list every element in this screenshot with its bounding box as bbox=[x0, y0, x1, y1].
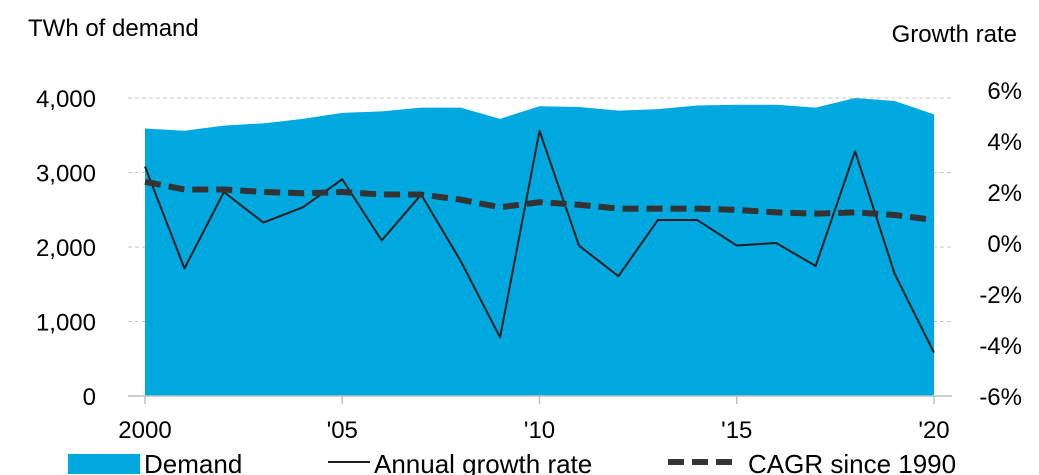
legend-demand-swatch bbox=[68, 454, 140, 474]
left-tick-label-2: 2,000 bbox=[36, 235, 96, 262]
growth-lines-layer bbox=[144, 129, 935, 354]
right-tick-label-4: 2% bbox=[987, 180, 1022, 207]
x-tick-label-0: 2000 bbox=[118, 417, 171, 444]
right-axis-ticks: -6% -4% -2% 0% 2% 4% 6% bbox=[979, 78, 1022, 411]
legend: Demand Annual growth rate CAGR since 199… bbox=[68, 449, 956, 475]
left-tick-label-1: 1,000 bbox=[36, 310, 96, 337]
demand-area-layer bbox=[145, 98, 934, 396]
right-tick-label-3: 0% bbox=[987, 231, 1022, 258]
x-tick-label-4: '20 bbox=[918, 417, 949, 444]
right-tick-label-5: 4% bbox=[987, 129, 1022, 156]
demand-area bbox=[145, 98, 934, 396]
right-tick-label-2: -2% bbox=[979, 282, 1022, 309]
x-tick-label-3: '15 bbox=[721, 417, 752, 444]
left-tick-label-0: 0 bbox=[83, 384, 96, 411]
left-axis-ticks: 0 1,000 2,000 3,000 4,000 bbox=[36, 86, 96, 411]
legend-cagr-label: CAGR since 1990 bbox=[748, 449, 956, 475]
x-tick-label-1: '05 bbox=[327, 417, 358, 444]
left-tick-label-3: 3,000 bbox=[36, 161, 96, 188]
annual-growth-rate-line bbox=[144, 129, 935, 354]
right-tick-label-1: -4% bbox=[979, 333, 1022, 360]
right-tick-label-0: -6% bbox=[979, 384, 1022, 411]
right-tick-label-6: 6% bbox=[987, 78, 1022, 105]
legend-annual-growth-label: Annual growth rate bbox=[374, 449, 592, 475]
x-tick-label-2: '10 bbox=[524, 417, 555, 444]
right-axis-title: Growth rate bbox=[892, 21, 1017, 48]
left-axis-title: TWh of demand bbox=[28, 15, 199, 42]
x-axis-ticks: 2000 '05 '10 '15 '20 bbox=[118, 396, 950, 444]
cagr-since-1990-line bbox=[144, 178, 935, 224]
left-tick-label-4: 4,000 bbox=[36, 86, 96, 113]
legend-demand-label: Demand bbox=[144, 449, 242, 475]
